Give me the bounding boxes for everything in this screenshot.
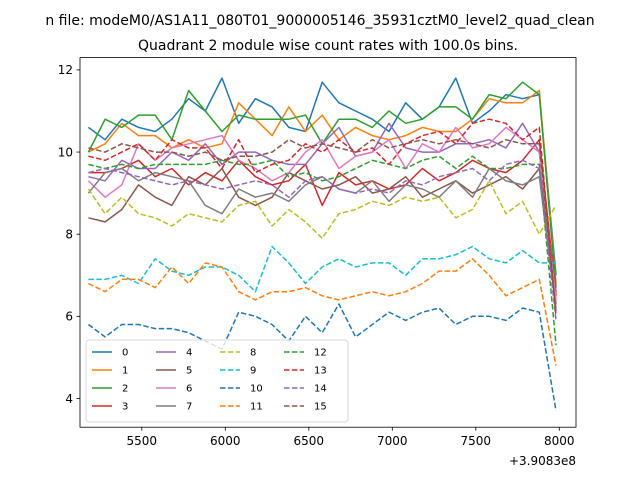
legend-box	[85, 339, 349, 423]
series-line-3	[88, 138, 557, 296]
legend-label-0: 0	[122, 348, 128, 359]
legend-label-9: 9	[250, 366, 256, 377]
legend-label-5: 5	[186, 366, 192, 377]
series-line-9	[88, 245, 556, 293]
y-tick-label: 12	[58, 63, 73, 77]
legend-label-4: 4	[186, 348, 192, 359]
series-lines	[87, 77, 557, 411]
legend-label-11: 11	[250, 402, 263, 413]
y-tick-label: 4	[65, 392, 73, 406]
series-line-15	[88, 138, 557, 313]
x-axis: 5500 6000 6500 7000 7500 8000	[127, 427, 575, 448]
legend-label-3: 3	[122, 402, 128, 413]
x-tick-label: 7500	[461, 434, 492, 448]
chart-title: Quadrant 2 module wise count rates with …	[138, 38, 518, 54]
legend-label-6: 6	[186, 384, 192, 395]
x-tick-label: 6000	[210, 434, 241, 448]
legend-label-10: 10	[250, 384, 263, 395]
legend-label-13: 13	[314, 366, 327, 377]
x-tick-label: 6500	[294, 434, 325, 448]
series-line-14	[88, 159, 557, 321]
legend-label-7: 7	[186, 402, 192, 413]
series-line-0	[87, 77, 557, 276]
series-line-12	[88, 155, 557, 346]
x-tick-label: 7000	[377, 434, 408, 448]
legend-label-8: 8	[250, 348, 256, 359]
y-tick-label: 8	[65, 227, 73, 241]
plot-frame	[79, 57, 577, 428]
series-line-5	[88, 167, 557, 292]
series-line-1	[88, 89, 557, 284]
y-tick-label: 10	[58, 145, 73, 159]
series-line-7	[87, 167, 557, 309]
legend-label-15: 15	[314, 402, 327, 413]
x-offset-label: +3.9083e8	[509, 454, 576, 468]
chart-suptitle: n file: modeM0/AS1A11_080T01_9000005146_…	[45, 13, 594, 29]
legend-label-2: 2	[122, 384, 128, 395]
x-tick-label: 8000	[544, 434, 575, 448]
legend-label-1: 1	[122, 366, 128, 377]
y-tick-label: 6	[65, 310, 73, 324]
legend-label-14: 14	[314, 384, 327, 395]
x-tick-label: 5500	[127, 434, 158, 448]
y-axis: 4 6 8 10 12	[58, 63, 80, 406]
series-line-11	[88, 258, 557, 366]
legend-label-12: 12	[314, 348, 327, 359]
series-line-13	[88, 118, 557, 317]
series-line-8	[87, 180, 557, 240]
